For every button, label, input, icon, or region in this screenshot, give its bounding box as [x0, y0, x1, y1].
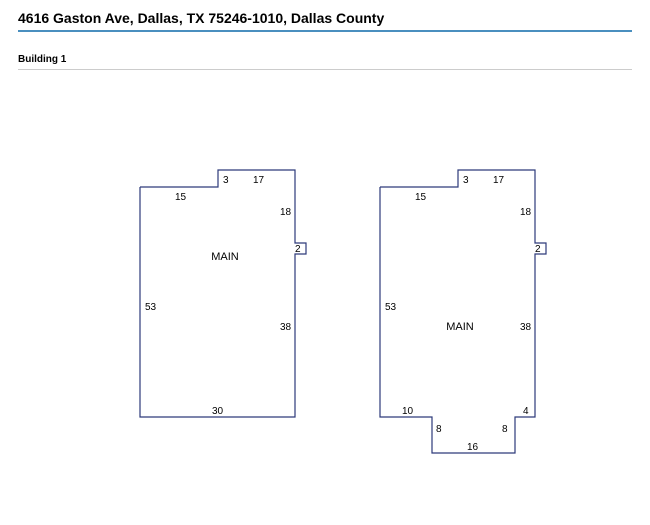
dimension-label: 18	[520, 207, 532, 218]
dimension-label: 2	[295, 244, 301, 255]
page-root: 4616 Gaston Ave, Dallas, TX 75246-1010, …	[0, 0, 650, 525]
dimension-label: 38	[280, 322, 292, 333]
dimension-label: 38	[520, 322, 532, 333]
dimension-label: 53	[145, 302, 157, 313]
dimension-label: 4	[523, 406, 529, 417]
dimension-label: 3	[223, 175, 229, 186]
area-label: MAIN	[211, 251, 239, 263]
dimension-label: 17	[493, 175, 505, 186]
floor-right: 15 3 17 18 2 53 38 10 4 8 8 16	[380, 170, 546, 453]
dimension-label: 8	[502, 424, 508, 435]
dimension-label: 53	[385, 302, 397, 313]
dimension-label: 30	[212, 406, 224, 417]
dimension-label: 15	[175, 192, 187, 203]
dimension-label: 17	[253, 175, 265, 186]
dimension-label: 10	[402, 406, 414, 417]
dimension-label: 8	[436, 424, 442, 435]
dimension-label: 18	[280, 207, 292, 218]
floorplan-canvas: 15 3 17 18 2 53 38 30 MAIN 15 3 17 18 2 53 38 10 4 8 8 16 MAI…	[0, 0, 650, 525]
dimension-label: 15	[415, 192, 427, 203]
dimension-label: 3	[463, 175, 469, 186]
dimension-label: 16	[467, 442, 479, 453]
floor-left: 15 3 17 18 2 53 38 30	[140, 170, 306, 417]
area-label: MAIN	[446, 321, 474, 333]
dimension-label: 2	[535, 244, 541, 255]
